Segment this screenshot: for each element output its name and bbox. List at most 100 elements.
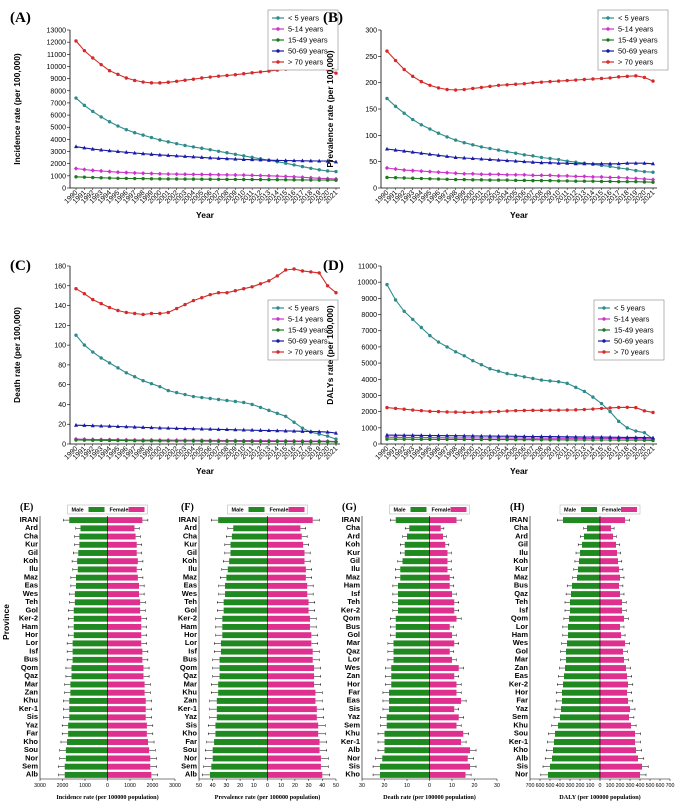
bar-male [218, 689, 268, 696]
data-point [174, 141, 179, 146]
data-point [225, 439, 229, 443]
data-point [183, 154, 188, 158]
category-label: Gol [516, 646, 529, 655]
data-point [292, 428, 297, 433]
bar-female [600, 706, 630, 713]
bar-female [429, 615, 457, 622]
data-point [574, 179, 578, 183]
series-line-3 [75, 146, 337, 163]
data-point [479, 433, 484, 438]
data-point [208, 439, 212, 443]
data-point [199, 155, 204, 159]
data-point [607, 175, 613, 180]
data-point [462, 354, 466, 358]
legend-female-swatch [128, 507, 145, 512]
data-point [582, 77, 587, 82]
data-point [233, 177, 238, 182]
data-point [599, 406, 604, 411]
category-label: Gol [348, 630, 361, 639]
x-tick-label: 20 [382, 783, 388, 789]
bar-female [267, 648, 313, 655]
data-point [174, 426, 179, 430]
category-label: Gil [187, 548, 197, 557]
category-label: Sis [349, 761, 360, 770]
bar-female [600, 632, 621, 639]
data-point [599, 434, 604, 439]
data-point [334, 71, 338, 75]
x-tick-label: 100 [606, 783, 615, 789]
x-tick-label: 10 [251, 783, 257, 789]
bar-male [77, 566, 108, 573]
legend-label: 50-69 years [288, 47, 328, 56]
data-point [479, 172, 484, 177]
data-point [496, 409, 501, 414]
bar-male [560, 714, 600, 721]
category-label: Ker-2 [19, 614, 38, 623]
data-point [505, 149, 509, 154]
data-point [250, 439, 254, 444]
data-point [249, 173, 255, 178]
data-point [267, 177, 271, 182]
data-point [166, 388, 170, 393]
bar-male [74, 591, 108, 598]
data-point [582, 161, 587, 166]
data-point [241, 157, 246, 161]
data-point [651, 180, 655, 184]
data-point [642, 435, 647, 440]
data-point [462, 87, 466, 92]
data-point [427, 433, 432, 438]
category-label: Ard [25, 523, 38, 532]
category-label: Qom [343, 614, 360, 623]
data-point [225, 73, 229, 78]
data-point [99, 147, 104, 152]
bar-male [382, 755, 430, 762]
data-point [436, 131, 441, 135]
category-label: Alb [185, 770, 198, 779]
data-point [258, 282, 263, 286]
bar-female [600, 640, 625, 647]
legend-female-swatch [288, 507, 305, 512]
category-label: Kho [23, 737, 38, 746]
data-point [522, 178, 526, 183]
bar-female [429, 763, 470, 770]
data-point [496, 157, 501, 162]
data-point [625, 435, 630, 439]
bar-male [222, 632, 268, 639]
data-point [250, 157, 255, 162]
category-label: Maz [183, 572, 197, 581]
bar-female [429, 533, 443, 540]
bar-male [72, 640, 108, 647]
y-tick-label: 20 [58, 422, 66, 429]
bar-male [222, 615, 268, 622]
data-point [292, 267, 296, 271]
data-point [642, 409, 647, 413]
bar-male [212, 755, 268, 762]
data-point [513, 172, 518, 178]
data-point [393, 58, 398, 63]
category-label: Lor [516, 622, 528, 631]
data-point [166, 439, 170, 443]
data-point [107, 361, 112, 365]
data-point [488, 437, 492, 442]
bar-female [429, 541, 446, 548]
bar-male [216, 706, 268, 713]
category-label: Kur [347, 548, 360, 557]
bar-female [267, 673, 315, 680]
y-axis-title: Prevalence rate (per 100,000) [325, 50, 335, 167]
bar-female [429, 599, 455, 606]
data-point [471, 358, 475, 363]
data-point [393, 147, 398, 152]
bar-female [107, 550, 137, 556]
data-point [548, 438, 552, 442]
data-point [514, 151, 518, 155]
data-point [317, 158, 322, 163]
data-point [410, 168, 415, 173]
legend-label: > 70 years [288, 348, 323, 357]
bar-male [565, 665, 600, 672]
category-label: Sis [186, 720, 197, 729]
bar-female [267, 714, 317, 721]
data-point [513, 158, 518, 163]
data-point [590, 434, 595, 439]
y-tick-label: 12000 [47, 40, 67, 47]
data-point [445, 345, 449, 349]
